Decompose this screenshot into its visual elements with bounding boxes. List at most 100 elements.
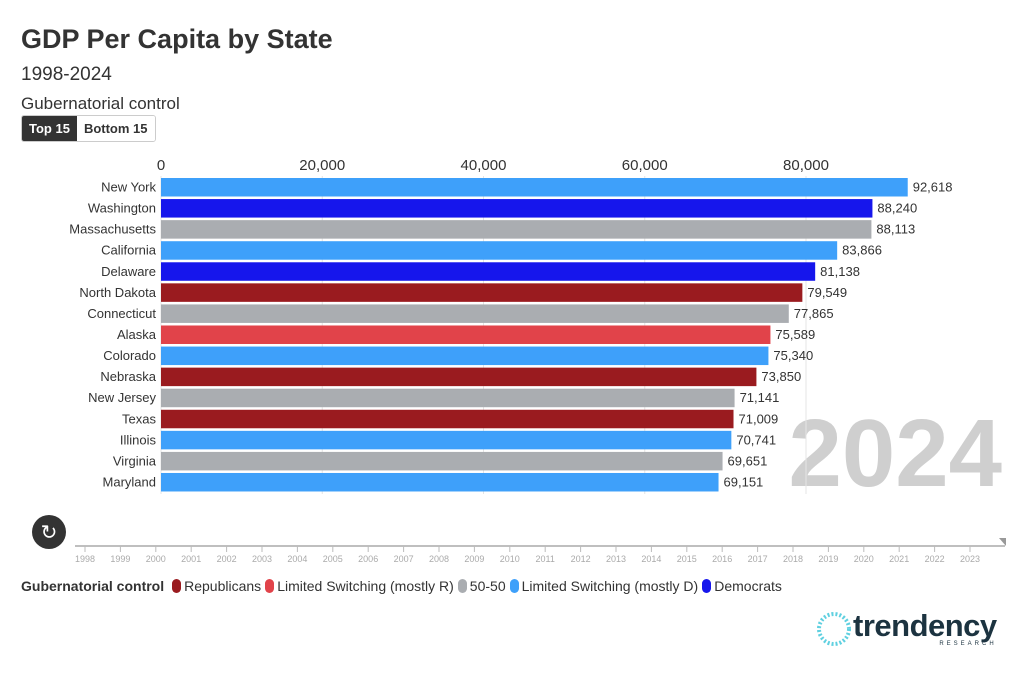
timeline-year-label: 2011 xyxy=(536,554,555,564)
timeline-year-label: 2019 xyxy=(818,554,838,564)
value-label: 75,589 xyxy=(775,327,815,342)
value-label: 83,866 xyxy=(842,243,882,258)
value-label: 77,865 xyxy=(794,306,834,321)
x-tick-label: 60,000 xyxy=(622,157,668,174)
x-tick-label: 20,000 xyxy=(299,157,345,174)
timeline-year-label: 2004 xyxy=(287,554,307,564)
replay-icon: ↻ xyxy=(40,521,58,544)
bottom-15-button[interactable]: Bottom 15 xyxy=(76,116,155,141)
legend-label: Republicans xyxy=(184,578,262,594)
timeline-year-label: 2010 xyxy=(500,554,520,564)
category-label: Washington xyxy=(88,201,156,216)
category-label: Massachusetts xyxy=(69,222,156,237)
category-label: California xyxy=(101,243,157,258)
timeline-year-label: 2014 xyxy=(641,554,661,564)
chart-title: GDP Per Capita by State xyxy=(21,24,333,54)
category-label: Delaware xyxy=(101,264,156,279)
timeline-year-label: 2021 xyxy=(889,554,909,564)
timeline-year-label: 2006 xyxy=(358,554,378,564)
legend-item[interactable]: Republicans xyxy=(172,578,261,594)
legend-label: Limited Switching (mostly R) xyxy=(277,578,454,594)
legend-swatch-icon xyxy=(172,579,182,593)
timeline-year-label: 2013 xyxy=(606,554,626,564)
timeline-year-label: 2012 xyxy=(571,554,591,564)
value-label: 92,618 xyxy=(913,180,953,195)
timeline-year-label: 2001 xyxy=(181,554,201,564)
legend-item[interactable]: 50-50 xyxy=(457,578,506,594)
legend-swatch-icon xyxy=(265,579,275,593)
timeline-year-label: 1999 xyxy=(110,554,130,564)
top-bottom-toggle: Top 15 Bottom 15 xyxy=(21,115,156,142)
logo-mark-icon xyxy=(817,612,851,646)
legend: Gubernatorial control Republicans Limited… xyxy=(21,578,786,594)
control-label: Gubernatorial control xyxy=(21,94,180,113)
top-15-button[interactable]: Top 15 xyxy=(22,116,77,141)
category-label: New Jersey xyxy=(88,390,156,405)
legend-label: Limited Switching (mostly D) xyxy=(521,578,699,594)
bar-nebraska xyxy=(161,367,757,387)
category-label: Connecticut xyxy=(87,306,156,321)
timeline-year-label: 1998 xyxy=(75,554,95,564)
bar-delaware xyxy=(161,262,816,281)
timeline-year-label: 2015 xyxy=(677,554,697,564)
value-label: 79,549 xyxy=(807,285,847,300)
bar-maryland xyxy=(161,472,719,492)
bar-new-york xyxy=(161,178,908,197)
timeline-year-label: 2007 xyxy=(394,554,414,564)
bar-massachusetts xyxy=(161,220,872,239)
value-label: 71,141 xyxy=(740,390,780,405)
legend-item[interactable]: Democrats xyxy=(702,578,782,594)
category-label: Colorado xyxy=(103,348,156,363)
year-watermark: 2024 xyxy=(788,400,1002,507)
timeline-year-label: 2017 xyxy=(748,554,768,564)
category-label: New York xyxy=(101,180,156,195)
replay-button[interactable]: ↻ xyxy=(32,515,66,549)
category-label: Alaska xyxy=(117,327,157,342)
category-label: North Dakota xyxy=(79,285,156,300)
bar-connecticut xyxy=(161,304,789,323)
timeline-year-label: 2009 xyxy=(464,554,484,564)
value-label: 88,113 xyxy=(876,222,915,237)
value-label: 69,651 xyxy=(728,453,768,468)
legend-label: Democrats xyxy=(714,578,782,594)
category-label: Maryland xyxy=(103,474,156,489)
x-tick-label: 0 xyxy=(157,157,165,174)
value-label: 88,240 xyxy=(877,201,917,216)
trendency-logo: trendency RESEARCH xyxy=(815,610,997,648)
value-label: 71,009 xyxy=(739,411,779,426)
x-tick-label: 80,000 xyxy=(783,157,829,174)
bar-alaska xyxy=(161,325,771,344)
bar-california xyxy=(161,241,838,260)
value-label: 70,741 xyxy=(736,432,776,447)
value-label: 81,138 xyxy=(820,264,860,279)
value-label: 73,850 xyxy=(761,369,801,384)
legend-item[interactable]: Limited Switching (mostly D) xyxy=(509,578,699,594)
bar-virginia xyxy=(161,451,723,471)
value-label: 75,340 xyxy=(773,348,813,363)
legend-swatch-icon xyxy=(457,579,467,593)
bar-texas xyxy=(161,409,734,429)
logo-word: trendency xyxy=(853,608,997,643)
chart-subtitle: 1998-2024 xyxy=(21,64,112,85)
category-label: Virginia xyxy=(113,453,157,468)
legend-item[interactable]: Limited Switching (mostly R) xyxy=(265,578,454,594)
timeline-year-label: 2005 xyxy=(323,554,343,564)
logo-sub: RESEARCH xyxy=(939,641,997,647)
timeline-year-label: 2000 xyxy=(146,554,166,564)
value-label: 69,151 xyxy=(724,474,764,489)
timeline-year-label: 2008 xyxy=(429,554,449,564)
bar-north-dakota xyxy=(161,283,803,302)
category-label: Illinois xyxy=(120,432,157,447)
bar-washington xyxy=(161,199,873,218)
timeline-year-label: 2016 xyxy=(712,554,732,564)
legend-title: Gubernatorial control xyxy=(21,578,165,594)
timeline-handle[interactable] xyxy=(999,538,1006,546)
legend-swatch-icon xyxy=(509,579,519,593)
category-label: Nebraska xyxy=(100,369,156,384)
legend-label: 50-50 xyxy=(469,578,506,594)
x-tick-label: 40,000 xyxy=(461,157,507,174)
timeline-year-label: 2003 xyxy=(252,554,272,564)
bar-illinois xyxy=(161,430,732,450)
category-label: Texas xyxy=(122,411,156,426)
